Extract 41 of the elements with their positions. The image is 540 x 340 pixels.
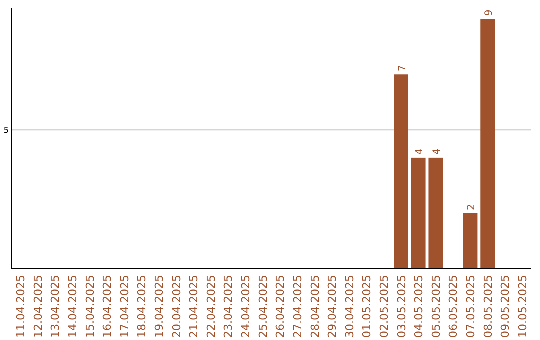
x-tick-label: 07.05.2025 — [464, 275, 478, 338]
x-tick-label: 23.04.2025 — [222, 275, 236, 338]
x-tick-label: 11.04.2025 — [14, 275, 28, 338]
data-label: 4 — [414, 148, 426, 155]
x-tick-label: 22.04.2025 — [204, 275, 218, 338]
x-tick-label: 30.04.2025 — [343, 275, 356, 338]
x-tick-label: 29.04.2025 — [326, 275, 340, 338]
data-label: 9 — [484, 10, 495, 16]
x-tick-label: 28.04.2025 — [308, 275, 322, 338]
x-tick-label: 19.04.2025 — [153, 275, 166, 338]
x-tick-label: 17.04.2025 — [118, 275, 132, 338]
x-tick-label: 25.04.2025 — [256, 275, 270, 338]
x-tick-label: 13.04.2025 — [49, 275, 62, 338]
x-tick-label: 20.04.2025 — [170, 275, 184, 338]
x-tick-label: 09.05.2025 — [499, 275, 512, 338]
x-tick-label: 03.05.2025 — [395, 275, 408, 338]
x-tick-label: 24.04.2025 — [240, 275, 253, 338]
x-tick-label: 16.04.2025 — [101, 275, 114, 338]
bar — [480, 19, 496, 269]
x-tick-label: 10.05.2025 — [516, 275, 530, 338]
x-tick-label: 26.04.2025 — [274, 275, 288, 338]
x-tick-label: 05.05.2025 — [430, 275, 443, 338]
x-tick-label: 14.04.2025 — [66, 275, 80, 338]
x-tick-label: 21.04.2025 — [188, 275, 201, 338]
data-label: 4 — [432, 148, 443, 155]
x-tick-label: 02.05.2025 — [378, 275, 391, 338]
x-tick-label: 27.04.2025 — [291, 275, 304, 338]
x-tick-label: 04.05.2025 — [412, 275, 426, 338]
x-tick-label: 18.04.2025 — [136, 275, 149, 338]
bar — [394, 74, 408, 269]
data-label: 2 — [466, 204, 478, 210]
bar — [428, 158, 444, 269]
bar — [411, 158, 426, 269]
x-tick-label: 01.05.2025 — [360, 275, 374, 338]
y-tick-label: 5 — [4, 126, 9, 136]
x-tick-label: 12.04.2025 — [32, 275, 45, 338]
bar — [463, 213, 478, 269]
x-tick-label: 06.05.2025 — [447, 275, 460, 338]
x-tick-label: 08.05.2025 — [482, 275, 495, 338]
x-tick-label: 15.04.2025 — [84, 275, 97, 338]
data-label: 7 — [397, 65, 408, 72]
